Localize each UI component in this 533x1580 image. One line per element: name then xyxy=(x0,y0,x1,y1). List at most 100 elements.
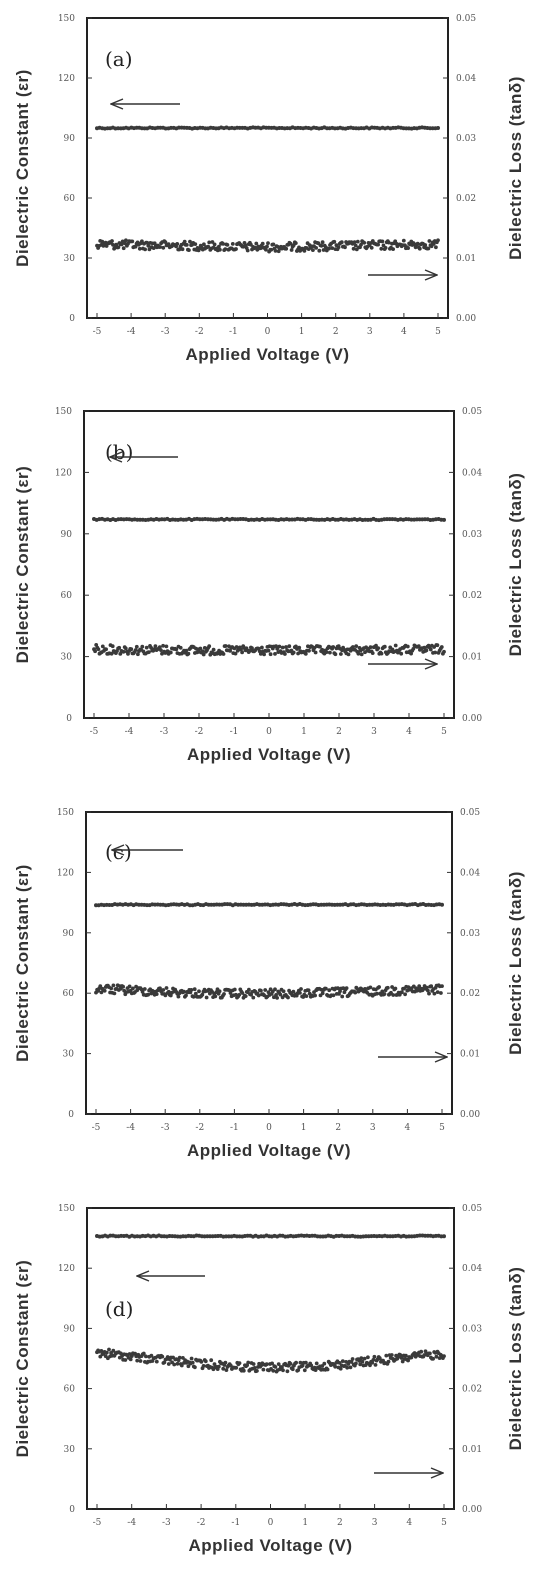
dielectric-loss-series xyxy=(95,238,440,254)
data-point xyxy=(202,646,207,650)
data-point xyxy=(386,240,391,245)
data-point xyxy=(123,1358,128,1362)
data-point xyxy=(134,644,139,649)
y-right-tick-label: 0.02 xyxy=(456,194,476,204)
data-point xyxy=(218,247,222,252)
dielectric-loss-series xyxy=(92,643,446,657)
x-tick-label: 3 xyxy=(367,327,373,337)
chart-panel-d: -5 -4 -3 -2 -1 0 1 2 3 4 5 0 30 60 90 120 150 0.00 0.01 0.0… xyxy=(13,1204,525,1555)
data-point xyxy=(302,1368,307,1373)
y-right-tick-label: 0.03 xyxy=(456,134,476,144)
y-right-tick-label: 0.00 xyxy=(456,314,476,324)
data-point xyxy=(369,245,374,250)
data-point xyxy=(154,992,159,996)
x-tick-label: 3 xyxy=(372,1518,378,1528)
data-point xyxy=(174,647,179,652)
data-point xyxy=(247,987,251,992)
data-point xyxy=(359,652,364,657)
data-point xyxy=(320,991,325,996)
data-point xyxy=(299,987,303,991)
data-point xyxy=(234,645,239,649)
data-point xyxy=(104,647,108,652)
data-point xyxy=(128,1357,133,1362)
chart-panel-b: -5 -4 -3 -2 -1 0 1 2 3 4 5 0 30 60 90 120 150 0.00 0.01 0.0… xyxy=(13,407,525,764)
y-left-tick-label: 90 xyxy=(64,134,76,144)
data-point xyxy=(325,1367,330,1372)
data-point xyxy=(440,902,444,907)
y-left-axis-title: Dielectric Constant (εr) xyxy=(13,864,32,1062)
data-point xyxy=(442,1234,446,1239)
y-left-tick-label: 120 xyxy=(58,1264,75,1274)
data-point xyxy=(102,988,107,993)
data-point xyxy=(391,993,396,997)
data-point xyxy=(362,1356,367,1361)
data-point xyxy=(264,247,268,252)
data-point xyxy=(107,1347,111,1352)
data-point xyxy=(354,644,359,648)
data-point xyxy=(144,645,149,650)
data-point xyxy=(110,644,115,649)
data-point xyxy=(286,995,290,1000)
data-point xyxy=(368,1363,372,1368)
data-point xyxy=(280,645,285,650)
y-left-tick-label: 90 xyxy=(63,929,75,939)
y-left-tick-label: 90 xyxy=(61,530,73,540)
y-left-tick-label: 150 xyxy=(58,14,75,24)
data-point xyxy=(136,652,140,657)
x-tick-label: 1 xyxy=(302,1518,308,1528)
data-point xyxy=(368,985,373,990)
panel-label: (a) xyxy=(105,47,133,71)
data-point xyxy=(393,986,398,991)
data-point xyxy=(306,517,311,522)
data-point xyxy=(416,644,421,649)
data-point xyxy=(287,644,292,649)
data-point xyxy=(271,1368,276,1373)
data-point xyxy=(327,246,331,251)
data-point xyxy=(266,648,271,653)
data-point xyxy=(200,992,205,997)
x-tick-label: 1 xyxy=(301,727,307,737)
data-point xyxy=(298,991,302,995)
data-point xyxy=(166,1362,171,1366)
data-point xyxy=(161,643,166,648)
data-point xyxy=(192,987,197,992)
data-point xyxy=(178,645,183,650)
data-point xyxy=(265,517,270,522)
data-point xyxy=(424,648,429,653)
data-point xyxy=(284,645,288,649)
x-tick-label: -3 xyxy=(162,1518,171,1528)
data-point xyxy=(432,991,437,996)
data-point xyxy=(317,248,322,253)
data-point xyxy=(345,1365,350,1370)
data-point xyxy=(104,244,109,248)
data-point xyxy=(93,649,97,654)
data-point xyxy=(99,1349,104,1353)
data-point xyxy=(162,1360,167,1365)
x-tick-label: 4 xyxy=(406,727,412,737)
data-point xyxy=(161,245,166,250)
x-tick-label: 0 xyxy=(266,1123,272,1133)
data-point xyxy=(96,647,101,652)
data-point xyxy=(291,989,296,994)
x-tick-label: 2 xyxy=(337,1518,343,1528)
x-tick-label: 0 xyxy=(265,327,271,337)
data-point xyxy=(247,649,252,653)
dielectric-loss-series xyxy=(94,983,444,1000)
data-point xyxy=(212,1362,217,1366)
data-point xyxy=(280,1365,284,1370)
data-point xyxy=(400,990,404,995)
data-point xyxy=(211,647,216,652)
data-point xyxy=(327,988,332,993)
y-right-tick-label: 0.05 xyxy=(462,407,482,417)
data-point xyxy=(372,1354,377,1359)
x-tick-label: -2 xyxy=(195,327,204,337)
data-point xyxy=(331,993,336,998)
data-point xyxy=(276,1362,281,1366)
data-point xyxy=(207,644,212,649)
data-point xyxy=(319,243,324,248)
data-point xyxy=(281,989,286,994)
data-point xyxy=(175,1361,180,1366)
data-point xyxy=(433,650,438,655)
data-point xyxy=(294,1360,298,1365)
